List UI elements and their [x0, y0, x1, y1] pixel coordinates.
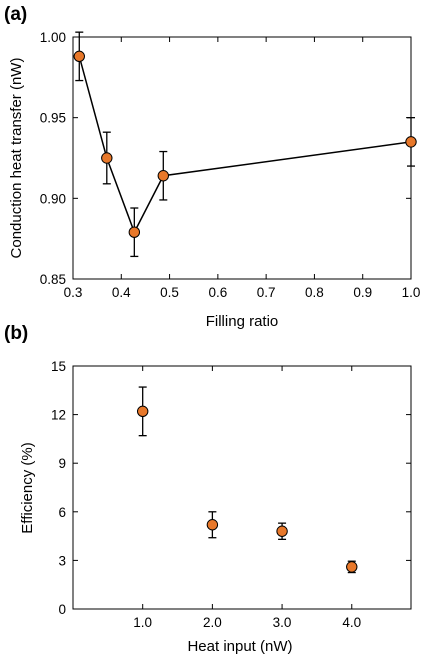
panel-a-y-axis-label: Conduction heat transfer (nW): [8, 58, 25, 259]
panel-a-x-tick-label: 0.5: [160, 285, 179, 300]
panel-a-marks: [73, 31, 417, 258]
panel-b-data-point: [136, 405, 149, 418]
panel-a-label: (a): [4, 4, 27, 25]
panel-b-y-tick-label: 3: [58, 553, 66, 568]
panel-b-marks: [136, 386, 358, 574]
panel-a-y-tick-label: 1.00: [40, 30, 66, 45]
panel-a-series-line: [78, 56, 412, 235]
panel-a-x-tick-label: 0.9: [353, 285, 372, 300]
panel-b-x-tick-label: 4.0: [342, 615, 361, 630]
panel-b: (b) Efficiency (%) Heat input (nW) 1.0 2.…: [4, 323, 412, 655]
panel-a-x-axis-label: Filling ratio: [206, 313, 279, 330]
panel-a-x-tick-label: 0.3: [64, 285, 83, 300]
panel-b-y-tick-label: 15: [51, 359, 66, 374]
panel-a-x-tick-label: 1.0: [402, 285, 421, 300]
panel-b-x-tick-label: 3.0: [273, 615, 292, 630]
panel-a-x-tick-label: 0.7: [257, 285, 276, 300]
panel-a-data-point: [73, 50, 85, 63]
panel-a-x-tick-label: 0.6: [208, 285, 227, 300]
panel-a-plot-frame: [72, 36, 412, 280]
panel-b-ticks: 1.0 2.0 3.0 4.0 0 3 6 9 12 15: [51, 359, 411, 630]
panel-b-data-point: [206, 519, 219, 531]
panel-b-y-tick-label: 6: [58, 505, 66, 520]
panel-a-y-tick-label: 0.90: [40, 191, 66, 206]
panel-a-data-point: [128, 226, 141, 238]
panel-a-y-tick-label: 0.85: [40, 272, 66, 287]
panel-a: (a) Conduction heat transfer (nW) Fillin…: [4, 4, 420, 330]
panel-a-data-point: [405, 136, 417, 148]
panel-b-x-axis-label: Heat input (nW): [187, 638, 292, 655]
panel-b-x-tick-label: 1.0: [133, 615, 152, 630]
panel-b-data-point: [276, 525, 288, 537]
panel-a-ticks: 0.3 0.4 0.5 0.6 0.7 0.8 0.9 1.0 0.85 0.90 0.95 1.00: [40, 30, 421, 300]
panel-b-y-tick-label: 0: [58, 602, 66, 617]
panel-a-data-point: [101, 152, 113, 164]
panel-b-y-tick-label: 12: [51, 408, 66, 423]
panel-a-x-tick-label: 0.8: [305, 285, 324, 300]
panel-b-y-axis-label: Efficiency (%): [19, 442, 36, 533]
panel-b-label: (b): [4, 323, 28, 344]
panel-a-data-point: [157, 170, 169, 182]
panel-b-plot-frame: [72, 365, 412, 610]
panel-b-y-tick-label: 9: [58, 456, 66, 471]
panel-b-data-point: [346, 561, 358, 573]
panel-a-x-tick-label: 0.4: [112, 285, 131, 300]
panel-b-x-tick-label: 2.0: [203, 615, 222, 630]
panel-a-y-tick-label: 0.95: [40, 111, 66, 126]
